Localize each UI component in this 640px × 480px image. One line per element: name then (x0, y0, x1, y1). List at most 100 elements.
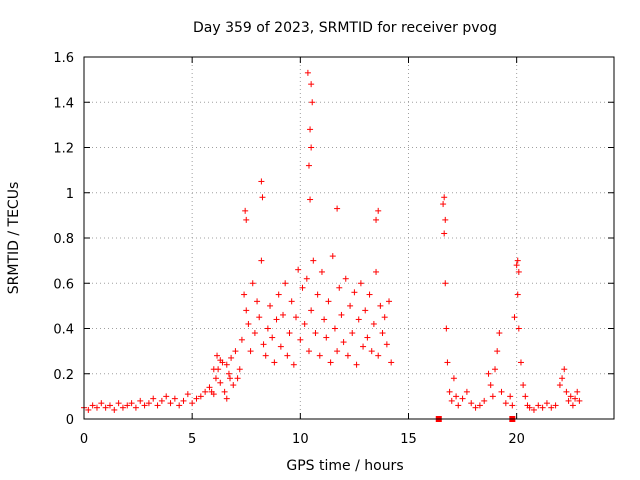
data-point (241, 291, 248, 298)
data-point (514, 291, 521, 298)
data-point (514, 257, 521, 264)
data-point (267, 302, 274, 309)
data-point (386, 298, 393, 305)
data-point (459, 395, 466, 402)
data-point (496, 330, 503, 337)
data-point (305, 348, 312, 355)
data-point (370, 320, 377, 327)
y-tick-label: 1.4 (53, 96, 74, 111)
data-point (347, 302, 354, 309)
data-point (472, 404, 479, 411)
data-point (137, 397, 144, 404)
data-point (251, 330, 258, 337)
data-point (492, 366, 499, 373)
data-point (442, 216, 449, 223)
data-point (511, 314, 518, 321)
data-point (463, 388, 470, 395)
data-point (307, 196, 314, 203)
y-tick-label: 1.6 (53, 51, 74, 66)
data-point (543, 400, 550, 407)
x-tick-label: 0 (80, 432, 88, 447)
data-point (323, 334, 330, 341)
data-point (98, 400, 105, 407)
data-point (249, 280, 256, 287)
data-point (344, 352, 351, 359)
data-point (254, 298, 261, 305)
data-point (171, 395, 178, 402)
y-tick-label: 0.6 (53, 277, 74, 292)
data-point (303, 275, 310, 282)
data-point (329, 253, 336, 260)
data-point (448, 397, 455, 404)
data-point (304, 69, 311, 76)
data-point (442, 280, 449, 287)
data-point (238, 336, 245, 343)
data-point (297, 336, 304, 343)
data-point (357, 280, 364, 287)
data-point (208, 388, 215, 395)
data-point (280, 311, 287, 318)
data-point (85, 406, 92, 413)
data-point (258, 178, 265, 185)
data-point (381, 314, 388, 321)
data-point (334, 348, 341, 355)
data-point (310, 257, 317, 264)
x-axis-ticks: 0 5 10 15 20 (80, 57, 525, 447)
data-point (158, 397, 165, 404)
data-point (379, 330, 386, 337)
data-point (293, 314, 299, 321)
data-point (111, 406, 118, 413)
data-point (561, 366, 568, 373)
data-point (574, 388, 581, 395)
data-point (259, 194, 266, 201)
data-point (308, 144, 315, 151)
data-point (375, 352, 382, 359)
data-point (277, 343, 284, 350)
data-point (206, 384, 213, 391)
data-point (273, 316, 280, 323)
data-point (539, 404, 546, 411)
data-point (163, 393, 170, 400)
data-point (145, 400, 152, 407)
y-tick-label: 0.2 (53, 368, 74, 383)
data-point (334, 205, 341, 212)
data-point (243, 216, 250, 223)
data-point (316, 352, 323, 359)
data-point (353, 361, 360, 368)
data-point (349, 330, 356, 337)
data-point (340, 339, 347, 346)
data-point (572, 395, 579, 402)
data-point (318, 268, 325, 275)
data-point (150, 395, 157, 402)
data-point (485, 370, 492, 377)
data-point (373, 216, 380, 223)
data-point (440, 201, 447, 208)
y-tick-label: 0.4 (53, 323, 74, 338)
data-point (230, 382, 237, 389)
data-point (441, 194, 448, 201)
data-point (115, 400, 122, 407)
data-point (567, 393, 574, 400)
data-point (548, 404, 555, 411)
data-point (223, 361, 230, 368)
data-point (383, 341, 390, 348)
data-point (444, 359, 451, 366)
data-point (552, 402, 559, 409)
data-point (455, 402, 462, 409)
data-point (299, 284, 306, 291)
y-tick-label: 1.2 (53, 142, 74, 157)
data-point (225, 370, 232, 377)
data-point (223, 395, 230, 402)
data-point (556, 382, 563, 389)
data-point (286, 330, 293, 337)
data-point (559, 375, 566, 382)
data-point (154, 402, 161, 409)
data-point (202, 388, 209, 395)
x-tick-label: 20 (508, 432, 525, 447)
plot-frame (83, 56, 615, 420)
data-point (260, 341, 267, 348)
data-point (309, 99, 316, 106)
chart-title: Day 359 of 2023, SRMTID for receiver pvo… (193, 20, 497, 36)
data-point (530, 406, 537, 413)
